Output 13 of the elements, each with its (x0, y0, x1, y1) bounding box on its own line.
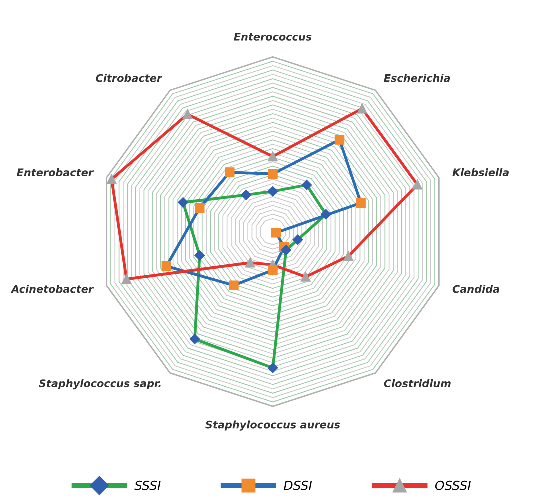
spoke-label: Staphylococcus aureus (206, 420, 340, 431)
spoke-label: Klebsiella (452, 168, 509, 177)
legend-label: SSSI (134, 480, 161, 490)
legend-label: DSSI (284, 480, 312, 490)
spoke-label: Citrobacter (96, 74, 163, 82)
spoke-label: Clostridium (384, 379, 451, 388)
spoke-label: Escherichia (384, 74, 450, 82)
legend-label: OSSSI (435, 480, 472, 490)
spoke-label: Enterobacter (17, 168, 94, 177)
spoke-label: Enterococcus (234, 33, 312, 41)
spoke-label: Acinetobacter (10, 285, 94, 294)
spoke-label: Candida (452, 285, 500, 294)
spoke-label: Staphylococcus sapr. (39, 379, 161, 390)
